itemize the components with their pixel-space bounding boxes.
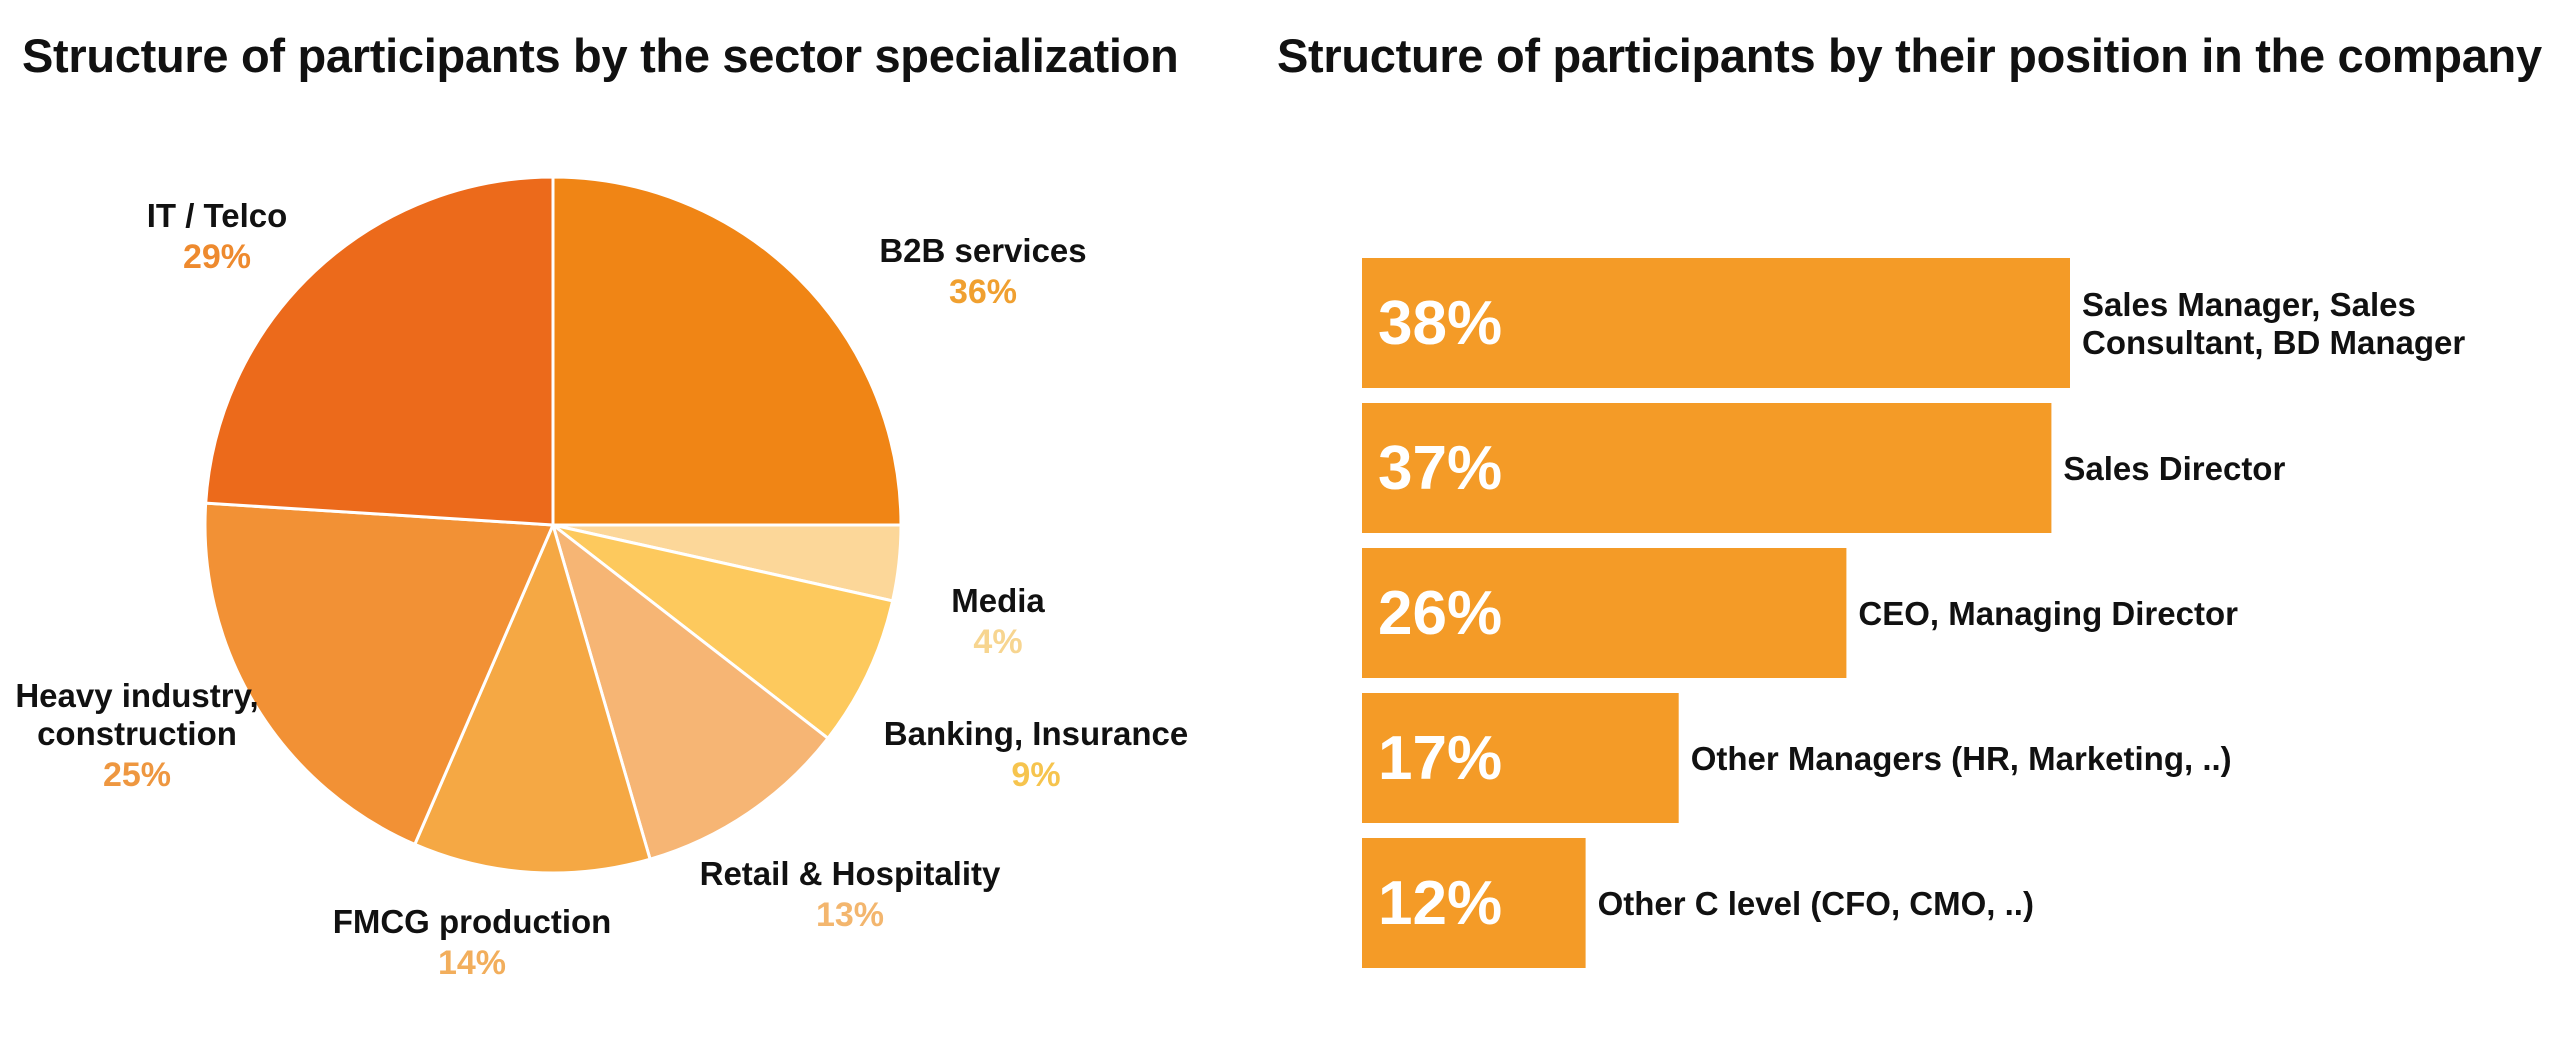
bar-category-label: Sales Director bbox=[2063, 450, 2285, 487]
bar bbox=[1362, 403, 2052, 533]
pie-slice-label: IT / Telco bbox=[147, 197, 288, 234]
bar-category-label: Other Managers (HR, Marketing, ..) bbox=[1691, 740, 2232, 777]
pie-slice-label: Retail & Hospitality bbox=[700, 855, 1001, 892]
pie-slice-percent: 9% bbox=[1011, 756, 1060, 794]
bar-value-label: 26% bbox=[1378, 579, 1502, 648]
pie-slice-label: FMCG production bbox=[333, 903, 612, 940]
pie-chart-title: Structure of participants by the sector … bbox=[22, 29, 1179, 82]
bar-chart-title: Structure of participants by their posit… bbox=[1277, 29, 2542, 82]
bar-category-label: Sales Manager, Sales bbox=[2082, 286, 2416, 323]
bar bbox=[1362, 838, 1586, 968]
pie-slice-label: construction bbox=[37, 715, 237, 752]
bar-category-label: CEO, Managing Director bbox=[1858, 595, 2238, 632]
bar bbox=[1362, 548, 1847, 678]
bar-value-label: 12% bbox=[1378, 869, 1502, 938]
pie-slice bbox=[203, 501, 556, 847]
pie-slice bbox=[412, 520, 652, 875]
bar-category-label: Consultant, BD Manager bbox=[2082, 324, 2465, 361]
pie-slice-percent: 14% bbox=[438, 944, 506, 982]
bar-category-label: Other C level (CFO, CMO, ..) bbox=[1598, 885, 2034, 922]
pie-slice-label: Banking, Insurance bbox=[884, 715, 1188, 752]
pie-slice-percent: 25% bbox=[103, 756, 171, 794]
pie-slice bbox=[551, 175, 903, 527]
pie-slice bbox=[204, 175, 555, 527]
pie-slice-label: B2B services bbox=[879, 232, 1086, 269]
pie-slice-label: Media bbox=[951, 582, 1045, 619]
pie-slice-percent: 36% bbox=[949, 273, 1017, 311]
bar-value-label: 17% bbox=[1378, 724, 1502, 793]
pie-slice-percent: 29% bbox=[183, 238, 251, 276]
bar-value-label: 38% bbox=[1378, 289, 1502, 358]
pie-slice-label: Heavy industry, bbox=[15, 677, 258, 714]
sector-pie-chart: B2B services 36% Media 4% Banking, Insurance… bbox=[15, 175, 1188, 982]
pie-slice-percent: 13% bbox=[816, 896, 884, 934]
bar-value-label: 37% bbox=[1378, 434, 1502, 503]
pie-slice bbox=[552, 523, 895, 741]
bar bbox=[1362, 693, 1679, 823]
pie-slice bbox=[550, 520, 831, 862]
bar bbox=[1362, 258, 2070, 388]
pie-slice-percent: 4% bbox=[973, 623, 1022, 661]
